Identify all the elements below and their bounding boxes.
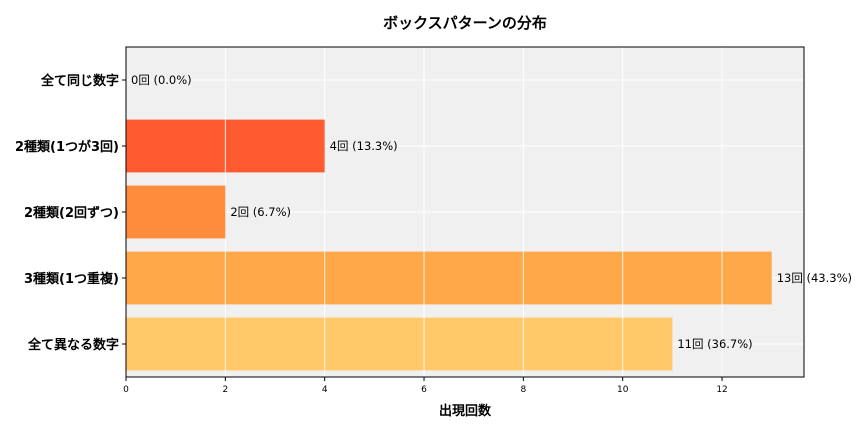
- x-tick-label: 2: [222, 385, 228, 395]
- x-tick-label: 6: [421, 385, 427, 395]
- bar-labels: 0回 (0.0%) 4回 (13.3%) 2回 (6.7%) 13回 (43.3%) 1…: [131, 73, 852, 351]
- category-label: 2種類(1つが3回): [15, 139, 119, 155]
- bar-value-label: 4回 (13.3%): [330, 139, 398, 153]
- bar-value-label: 13回 (43.3%): [777, 271, 852, 285]
- bar-value-label: 11回 (36.7%): [677, 337, 752, 351]
- bars: [126, 119, 772, 371]
- x-axis-ticks: 0 2 4 6 8 10 12: [123, 377, 728, 395]
- x-axis-label: 出現回数: [439, 403, 492, 419]
- category-label: 全て異なる数字: [27, 337, 119, 353]
- axes: [122, 46, 805, 378]
- x-tick-label: 12: [716, 385, 727, 395]
- plot-frame: [125, 46, 805, 378]
- x-tick-label: 10: [617, 385, 629, 395]
- category-label: 2種類(2回ずつ): [24, 205, 119, 221]
- category-labels: 全て同じ数字 2種類(1つが3回) 2種類(2回ずつ) 3種類(1つ重複) 全て異なる数…: [15, 73, 119, 353]
- bar: [126, 317, 673, 371]
- category-label: 全て同じ数字: [40, 73, 119, 89]
- x-tick-label: 8: [520, 385, 526, 395]
- bar-value-label: 0回 (0.0%): [131, 73, 192, 87]
- x-tick-label: 0: [123, 385, 129, 395]
- category-label: 3種類(1つ重複): [24, 271, 119, 287]
- x-tick-label: 4: [322, 385, 328, 395]
- bar: [126, 251, 772, 305]
- chart-title: ボックスパターンの分布: [383, 14, 547, 32]
- bar-value-label: 2回 (6.7%): [230, 205, 291, 219]
- bar: [126, 185, 226, 239]
